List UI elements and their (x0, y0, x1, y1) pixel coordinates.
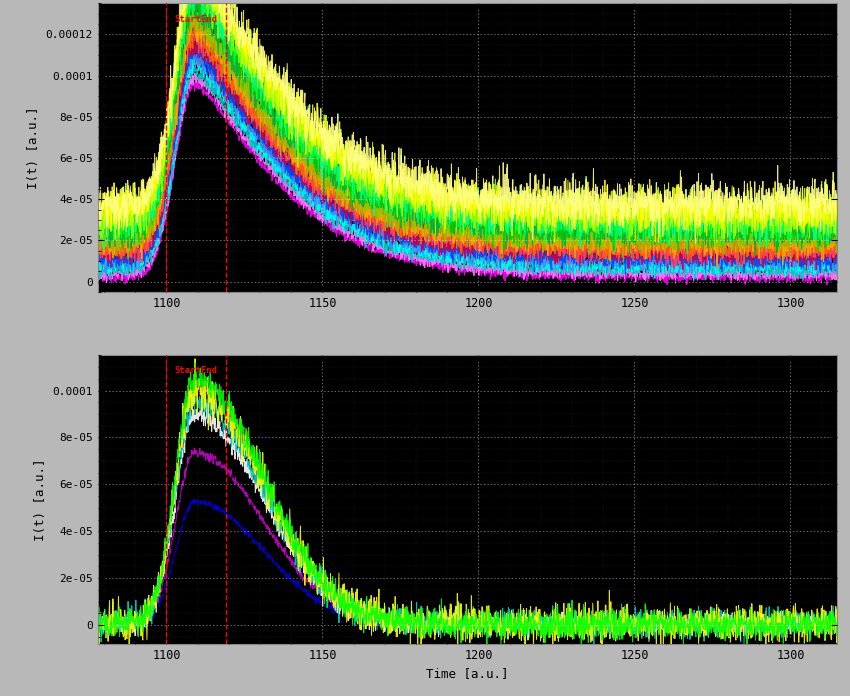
Text: StartEnd: StartEnd (174, 15, 218, 24)
Y-axis label: I(t) [a.u.]: I(t) [a.u.] (34, 459, 47, 541)
Text: StartEnd: StartEnd (174, 366, 218, 375)
X-axis label: Time [a.u.]: Time [a.u.] (426, 667, 509, 680)
Y-axis label: I(t) [a.u.]: I(t) [a.u.] (27, 106, 40, 189)
